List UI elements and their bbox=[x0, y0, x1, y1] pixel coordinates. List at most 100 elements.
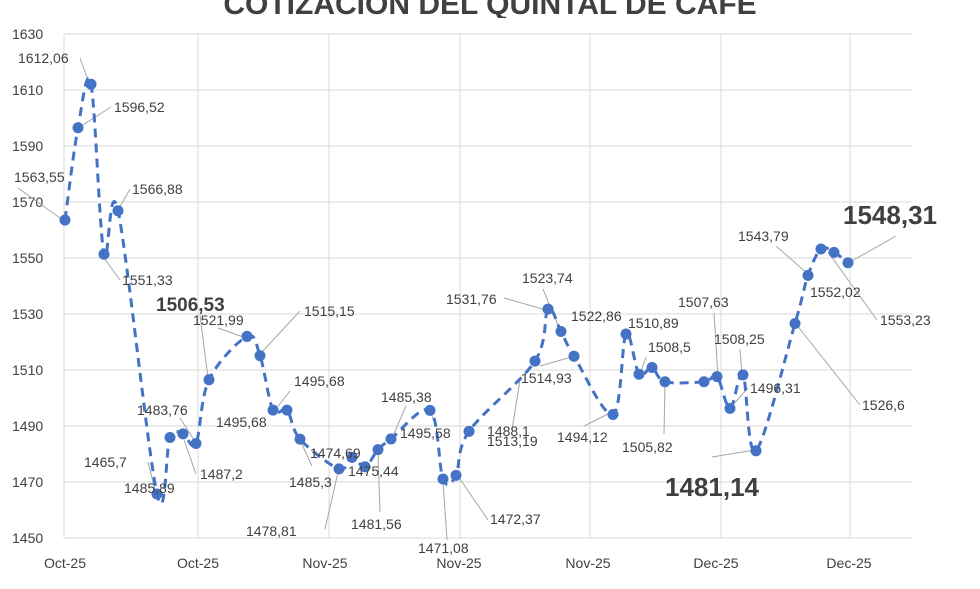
data-point bbox=[333, 463, 345, 475]
data-point bbox=[607, 408, 619, 420]
label-leader-line bbox=[583, 412, 611, 427]
x-tick-label: Dec-25 bbox=[826, 555, 871, 571]
data-label: 1553,23 bbox=[880, 312, 931, 328]
data-label: 1474,69 bbox=[310, 445, 361, 461]
data-label: 1531,76 bbox=[446, 291, 497, 307]
grid-layer bbox=[63, 33, 912, 539]
label-leader-line bbox=[457, 475, 489, 521]
label-leader-line bbox=[827, 251, 878, 321]
data-label: 1552,02 bbox=[810, 284, 861, 300]
data-point bbox=[267, 404, 279, 416]
label-leader-line bbox=[179, 417, 195, 441]
data-point bbox=[281, 404, 293, 416]
y-tick-label: 1510 bbox=[12, 362, 43, 378]
data-label: 1508,5 bbox=[648, 339, 691, 355]
data-point bbox=[151, 488, 163, 500]
data-label: 1475,44 bbox=[348, 463, 399, 479]
data-point bbox=[555, 326, 567, 338]
data-point bbox=[698, 376, 710, 388]
data-label: 1526,6 bbox=[862, 397, 905, 413]
y-tick-label: 1530 bbox=[12, 306, 43, 322]
label-leader-line bbox=[217, 327, 247, 339]
label-leader-line bbox=[103, 257, 121, 281]
data-label-layer: 1563,55 1596,52 1612,06 1551,33 1566,88 1465,… bbox=[14, 50, 937, 556]
label-leader-line bbox=[17, 187, 61, 219]
data-point bbox=[241, 330, 253, 342]
marker-layer bbox=[59, 78, 854, 500]
x-tick-label: Oct-25 bbox=[177, 555, 219, 571]
data-point bbox=[737, 369, 749, 381]
data-point bbox=[815, 243, 827, 255]
x-tick-label: Nov-25 bbox=[565, 555, 610, 571]
data-label: 1563,55 bbox=[14, 169, 65, 185]
data-point bbox=[294, 433, 306, 445]
x-tick-label: Oct-25 bbox=[44, 555, 86, 571]
data-label: 1543,79 bbox=[738, 228, 789, 244]
data-label: 1481,14 bbox=[665, 472, 760, 502]
data-label: 1521,99 bbox=[193, 312, 244, 328]
label-leader-line bbox=[713, 312, 719, 378]
data-point bbox=[659, 376, 671, 388]
data-point bbox=[254, 350, 266, 362]
label-leader-line bbox=[79, 57, 89, 81]
label-leader-line bbox=[274, 390, 291, 411]
y-tick-label: 1610 bbox=[12, 82, 43, 98]
data-point bbox=[463, 425, 475, 437]
label-leader-line bbox=[775, 245, 809, 275]
data-point bbox=[190, 437, 202, 449]
y-tick-label: 1550 bbox=[12, 250, 43, 266]
label-leader-line bbox=[442, 481, 448, 541]
data-point bbox=[568, 350, 580, 362]
data-label: 1510,89 bbox=[628, 315, 679, 331]
data-label: 1566,88 bbox=[132, 181, 183, 197]
data-point bbox=[646, 362, 658, 374]
label-leader-line bbox=[183, 439, 197, 475]
data-label: 1494,12 bbox=[557, 429, 608, 445]
label-leader-line bbox=[511, 379, 521, 431]
label-leader-line bbox=[324, 467, 340, 530]
data-label: 1522,86 bbox=[571, 308, 622, 324]
data-label: 1551,33 bbox=[122, 272, 173, 288]
label-leader-line bbox=[711, 449, 756, 458]
data-label: 1485,3 bbox=[289, 474, 332, 490]
title-layer: COTIZACIÓN DEL QUINTAL DE CAFÉ bbox=[223, 0, 756, 18]
y-tick-label: 1470 bbox=[12, 474, 43, 490]
data-label: 1523,74 bbox=[522, 270, 573, 286]
data-point bbox=[789, 318, 801, 330]
data-point bbox=[164, 432, 176, 444]
data-label: 1508,25 bbox=[714, 331, 765, 347]
data-label: 1506,53 bbox=[156, 295, 225, 316]
data-label: 1488,1 bbox=[487, 423, 530, 439]
data-label: 1481,56 bbox=[351, 516, 402, 532]
x-tick-label: Dec-25 bbox=[693, 555, 738, 571]
data-point bbox=[59, 214, 71, 226]
data-point bbox=[385, 433, 397, 445]
data-point bbox=[98, 248, 110, 260]
data-point bbox=[711, 371, 723, 383]
data-point bbox=[529, 355, 541, 367]
data-label: 1465,7 bbox=[84, 454, 127, 470]
data-point bbox=[802, 269, 814, 281]
x-tick-label: Nov-25 bbox=[436, 555, 481, 571]
data-point bbox=[828, 246, 840, 258]
data-point bbox=[112, 205, 124, 217]
label-leader-line bbox=[849, 235, 897, 263]
data-label: 1514,93 bbox=[521, 370, 572, 386]
data-label: 1487,2 bbox=[200, 466, 243, 482]
label-leader-line bbox=[391, 405, 407, 439]
data-point bbox=[359, 461, 371, 473]
data-label: 1507,63 bbox=[678, 294, 729, 310]
y-tick-label: 1590 bbox=[12, 138, 43, 154]
label-leader-line bbox=[503, 297, 547, 311]
data-label: 1495,68 bbox=[294, 373, 345, 389]
data-label: 1471,08 bbox=[418, 540, 469, 556]
data-label: 1472,37 bbox=[490, 511, 541, 527]
data-point bbox=[542, 303, 554, 315]
data-point bbox=[203, 374, 215, 386]
y-tick-label: 1490 bbox=[12, 418, 43, 434]
label-leader-line bbox=[663, 383, 666, 435]
data-point bbox=[450, 469, 462, 481]
label-leader-line bbox=[199, 314, 209, 379]
